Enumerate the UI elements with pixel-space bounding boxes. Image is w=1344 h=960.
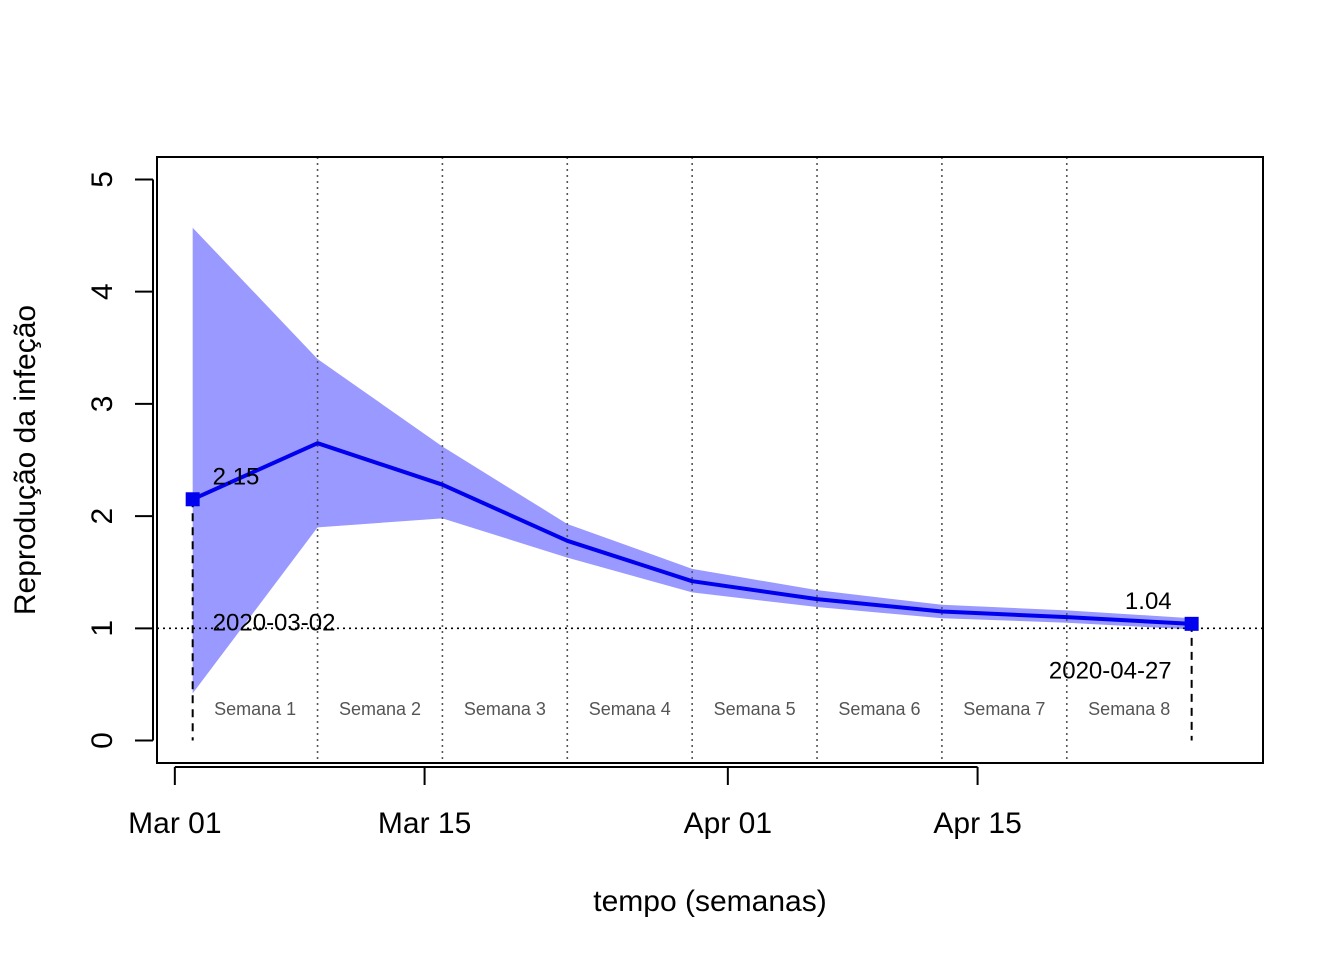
week-label: Semana 1 [214, 699, 296, 719]
week-label: Semana 4 [589, 699, 671, 719]
x-tick-label: Mar 01 [128, 807, 221, 840]
y-tick-label: 2 [86, 508, 119, 525]
start-value-label: 2.15 [213, 463, 260, 490]
x-tick-label: Mar 15 [378, 807, 471, 840]
week-label: Semana 3 [464, 699, 546, 719]
x-axis-title: tempo (semanas) [593, 885, 826, 918]
week-label: Semana 7 [963, 699, 1045, 719]
y-axis-title: Reprodução da infeção [9, 305, 42, 615]
y-tick-label: 4 [86, 283, 119, 300]
plot-frame [156, 156, 1264, 764]
x-tick-label: Apr 01 [684, 807, 772, 840]
x-tick-label: Apr 15 [933, 807, 1021, 840]
week-label: Semana 2 [339, 699, 421, 719]
x-axis: Mar 01 Mar 15 Apr 01 Apr 15 [128, 766, 1022, 840]
end-point-marker [1184, 616, 1199, 631]
start-date-label: 2020-03-02 [213, 609, 336, 636]
y-axis: 0 1 2 3 4 5 [86, 171, 154, 749]
y-tick-label: 0 [86, 732, 119, 749]
y-tick-label: 5 [86, 171, 119, 188]
end-value-label: 1.04 [1125, 588, 1172, 615]
y-tick-label: 1 [86, 620, 119, 637]
start-point-marker [185, 492, 200, 507]
week-label: Semana 5 [714, 699, 796, 719]
end-date-label: 2020-04-27 [1049, 657, 1172, 684]
y-tick-label: 3 [86, 396, 119, 413]
confidence-band [192, 227, 1192, 694]
week-label: Semana 8 [1088, 699, 1170, 719]
week-label: Semana 6 [838, 699, 920, 719]
